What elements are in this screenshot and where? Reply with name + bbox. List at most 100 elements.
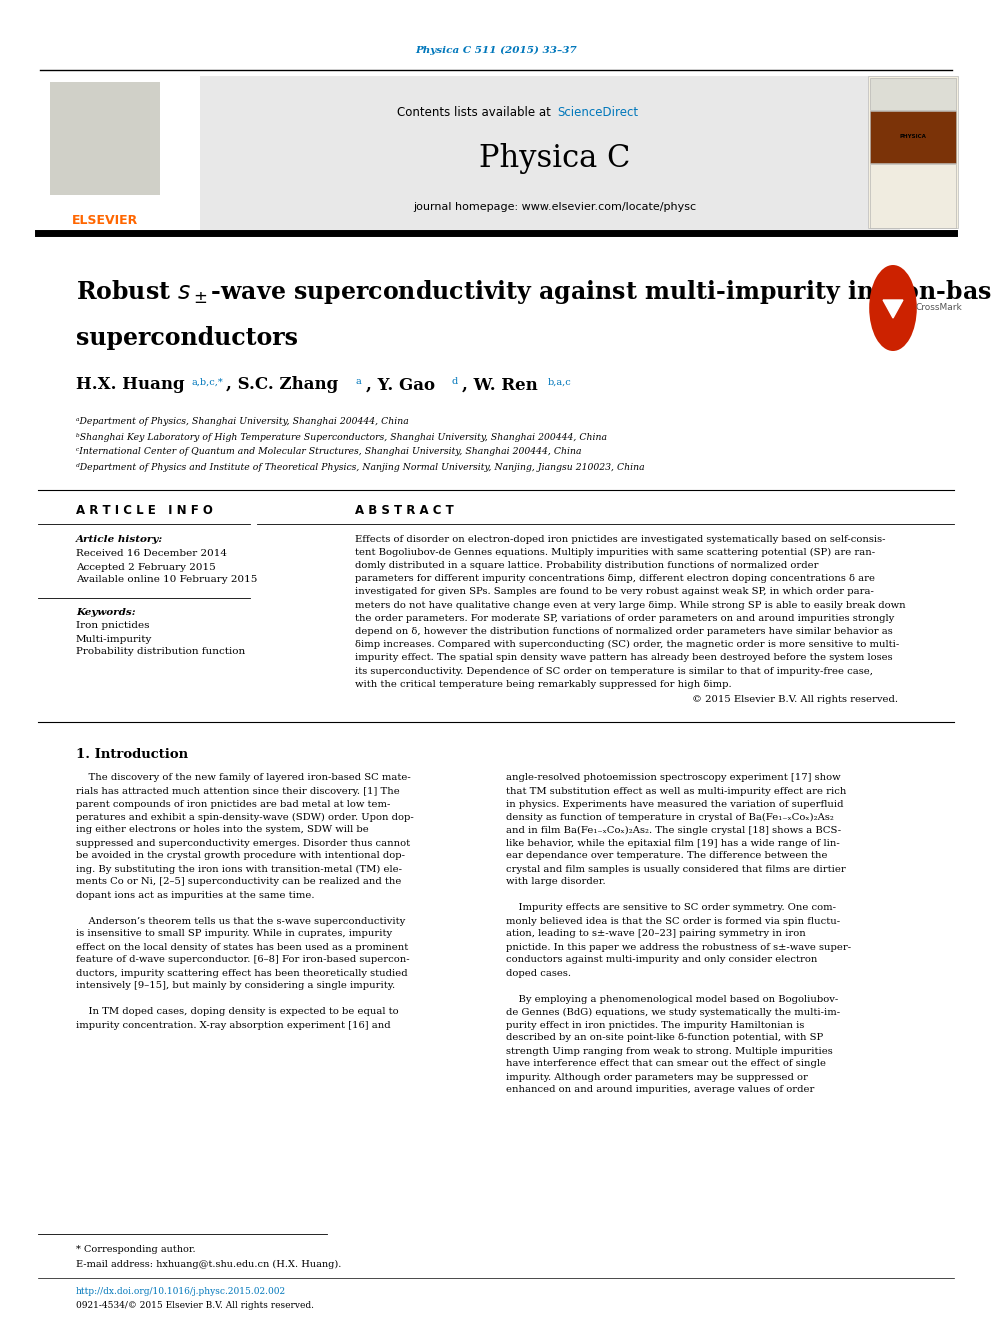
- Text: ments Co or Ni, [2–5] superconductivity can be realized and the: ments Co or Ni, [2–5] superconductivity …: [76, 877, 402, 886]
- Text: conductors against multi-impurity and only consider electron: conductors against multi-impurity and on…: [506, 955, 817, 964]
- Ellipse shape: [869, 265, 917, 351]
- Text: ELSEVIER: ELSEVIER: [71, 213, 138, 226]
- Text: H.X. Huang: H.X. Huang: [76, 377, 185, 393]
- Text: superconductors: superconductors: [76, 325, 298, 351]
- Text: Available online 10 February 2015: Available online 10 February 2015: [76, 576, 257, 585]
- Text: ᵈDepartment of Physics and Institute of Theoretical Physics, Nanjing Normal Univ: ᵈDepartment of Physics and Institute of …: [76, 463, 645, 471]
- Text: in physics. Experiments have measured the variation of superfluid: in physics. Experiments have measured th…: [506, 799, 843, 808]
- Text: ductors, impurity scattering effect has been theoretically studied: ductors, impurity scattering effect has …: [76, 968, 408, 978]
- Text: feature of d-wave superconductor. [6–8] For iron-based supercon-: feature of d-wave superconductor. [6–8] …: [76, 955, 410, 964]
- Text: like behavior, while the epitaxial film [19] has a wide range of lin-: like behavior, while the epitaxial film …: [506, 839, 840, 848]
- Text: Effects of disorder on electron-doped iron pnictides are investigated systematic: Effects of disorder on electron-doped ir…: [355, 534, 886, 544]
- Text: a: a: [356, 377, 362, 386]
- Text: intensively [9–15], but mainly by considering a single impurity.: intensively [9–15], but mainly by consid…: [76, 982, 395, 991]
- Text: ation, leading to s±-wave [20–23] pairing symmetry in iron: ation, leading to s±-wave [20–23] pairin…: [506, 930, 806, 938]
- Text: dopant ions act as impurities at the same time.: dopant ions act as impurities at the sam…: [76, 890, 314, 900]
- Text: tent Bogoliubov-de Gennes equations. Multiply impurities with same scattering po: tent Bogoliubov-de Gennes equations. Mul…: [355, 548, 875, 557]
- Text: Contents lists available at: Contents lists available at: [398, 106, 555, 119]
- Text: Physica C: Physica C: [479, 143, 631, 173]
- Text: that TM substitution effect as well as multi-impurity effect are rich: that TM substitution effect as well as m…: [506, 786, 846, 795]
- Bar: [38, 75, 900, 230]
- Text: http://dx.doi.org/10.1016/j.physc.2015.02.002: http://dx.doi.org/10.1016/j.physc.2015.0…: [76, 1287, 286, 1297]
- Text: Probability distribution function: Probability distribution function: [76, 647, 245, 656]
- Text: , W. Ren: , W. Ren: [462, 377, 538, 393]
- Text: , Y. Gao: , Y. Gao: [366, 377, 435, 393]
- Text: peratures and exhibit a spin-density-wave (SDW) order. Upon dop-: peratures and exhibit a spin-density-wav…: [76, 812, 414, 822]
- Text: the order parameters. For moderate SP, variations of order parameters on and aro: the order parameters. For moderate SP, v…: [355, 614, 894, 623]
- Text: depend on δ, however the distribution functions of normalized order parameters h: depend on δ, however the distribution fu…: [355, 627, 893, 636]
- Text: ᵃDepartment of Physics, Shanghai University, Shanghai 200444, China: ᵃDepartment of Physics, Shanghai Univers…: [76, 418, 409, 426]
- Text: investigated for given SPs. Samples are found to be very robust against weak SP,: investigated for given SPs. Samples are …: [355, 587, 874, 597]
- Text: , S.C. Zhang: , S.C. Zhang: [226, 377, 338, 393]
- Text: pnictide. In this paper we address the robustness of s±-wave super-: pnictide. In this paper we address the r…: [506, 942, 851, 951]
- Text: ing. By substituting the iron ions with transition-metal (TM) ele-: ing. By substituting the iron ions with …: [76, 864, 402, 873]
- Text: suppressed and superconductivity emerges. Disorder thus cannot: suppressed and superconductivity emerges…: [76, 839, 410, 848]
- Text: The discovery of the new family of layered iron-based SC mate-: The discovery of the new family of layer…: [76, 774, 411, 782]
- Text: domly distributed in a square lattice. Probability distribution functions of nor: domly distributed in a square lattice. P…: [355, 561, 818, 570]
- Bar: [868, 75, 958, 228]
- Text: ing either electrons or holes into the system, SDW will be: ing either electrons or holes into the s…: [76, 826, 369, 835]
- Text: 0921-4534/© 2015 Elsevier B.V. All rights reserved.: 0921-4534/© 2015 Elsevier B.V. All right…: [76, 1302, 314, 1311]
- Text: Anderson’s theorem tells us that the s-wave superconductivity: Anderson’s theorem tells us that the s-w…: [76, 917, 406, 926]
- Text: angle-resolved photoemission spectroscopy experiment [17] show: angle-resolved photoemission spectroscop…: [506, 774, 840, 782]
- Text: A B S T R A C T: A B S T R A C T: [355, 504, 453, 516]
- Text: effect on the local density of states has been used as a prominent: effect on the local density of states ha…: [76, 942, 409, 951]
- Text: By employing a phenomenological model based on Bogoliubov-: By employing a phenomenological model ba…: [506, 995, 838, 1004]
- Text: strength Uimp ranging from weak to strong. Multiple impurities: strength Uimp ranging from weak to stron…: [506, 1046, 832, 1056]
- Text: PHYSICA: PHYSICA: [900, 135, 927, 139]
- Polygon shape: [883, 300, 903, 318]
- Text: E-mail address: hxhuang@t.shu.edu.cn (H.X. Huang).: E-mail address: hxhuang@t.shu.edu.cn (H.…: [76, 1259, 341, 1269]
- Text: Multi-impurity: Multi-impurity: [76, 635, 153, 643]
- Text: its superconductivity. Dependence of SC order on temperature is similar to that : its superconductivity. Dependence of SC …: [355, 667, 873, 676]
- Text: de Gennes (BdG) equations, we study systematically the multi-im-: de Gennes (BdG) equations, we study syst…: [506, 1007, 840, 1016]
- Text: ᵇShanghai Key Laboratory of High Temperature Superconductors, Shanghai Universit: ᵇShanghai Key Laboratory of High Tempera…: [76, 433, 607, 442]
- Text: purity effect in iron pnictides. The impurity Hamiltonian is: purity effect in iron pnictides. The imp…: [506, 1020, 805, 1029]
- Text: 1. Introduction: 1. Introduction: [76, 747, 188, 761]
- Text: © 2015 Elsevier B.V. All rights reserved.: © 2015 Elsevier B.V. All rights reserved…: [692, 695, 898, 704]
- Text: with the critical temperature being remarkably suppressed for high δimp.: with the critical temperature being rema…: [355, 680, 732, 689]
- Bar: [870, 78, 956, 110]
- Text: A R T I C L E   I N F O: A R T I C L E I N F O: [76, 504, 213, 516]
- Text: ScienceDirect: ScienceDirect: [557, 106, 638, 119]
- Text: with large disorder.: with large disorder.: [506, 877, 606, 886]
- Text: parent compounds of iron pnictides are bad metal at low tem-: parent compounds of iron pnictides are b…: [76, 799, 391, 808]
- Text: Accepted 2 February 2015: Accepted 2 February 2015: [76, 562, 215, 572]
- Text: doped cases.: doped cases.: [506, 968, 571, 978]
- Text: rials has attracted much attention since their discovery. [1] The: rials has attracted much attention since…: [76, 786, 400, 795]
- Bar: [38, 75, 200, 230]
- Text: impurity effect. The spatial spin density wave pattern has already been destroye: impurity effect. The spatial spin densit…: [355, 654, 893, 663]
- Text: b,a,c: b,a,c: [548, 377, 571, 386]
- Bar: [870, 164, 956, 228]
- Text: crystal and film samples is usually considered that films are dirtier: crystal and film samples is usually cons…: [506, 864, 846, 873]
- Text: journal homepage: www.elsevier.com/locate/physc: journal homepage: www.elsevier.com/locat…: [414, 202, 696, 212]
- Text: meters do not have qualitative change even at very large δimp. While strong SP i: meters do not have qualitative change ev…: [355, 601, 906, 610]
- Text: monly believed idea is that the SC order is formed via spin fluctu-: monly believed idea is that the SC order…: [506, 917, 840, 926]
- Text: δimp increases. Compared with superconducting (SC) order, the magnetic order is : δimp increases. Compared with supercondu…: [355, 640, 900, 650]
- Text: enhanced on and around impurities, average values of order: enhanced on and around impurities, avera…: [506, 1085, 814, 1094]
- Text: d: d: [452, 377, 458, 386]
- Text: a,b,c,*: a,b,c,*: [192, 377, 224, 386]
- Text: impurity. Although order parameters may be suppressed or: impurity. Although order parameters may …: [506, 1073, 807, 1081]
- Text: and in film Ba(Fe₁₋ₓCoₓ)₂As₂. The single crystal [18] shows a BCS-: and in film Ba(Fe₁₋ₓCoₓ)₂As₂. The single…: [506, 826, 841, 835]
- Text: Robust $s_\pm$-wave superconductivity against multi-impurity in iron-based: Robust $s_\pm$-wave superconductivity ag…: [76, 278, 992, 306]
- Text: Article history:: Article history:: [76, 534, 164, 544]
- Text: Iron pnictides: Iron pnictides: [76, 622, 150, 631]
- Text: be avoided in the crystal growth procedure with intentional dop-: be avoided in the crystal growth procedu…: [76, 852, 405, 860]
- Text: ᶜInternational Center of Quantum and Molecular Structures, Shanghai University, : ᶜInternational Center of Quantum and Mol…: [76, 447, 581, 456]
- Text: have interference effect that can smear out the effect of single: have interference effect that can smear …: [506, 1060, 826, 1069]
- Text: ear dependance over temperature. The difference between the: ear dependance over temperature. The dif…: [506, 852, 827, 860]
- Bar: [870, 111, 956, 163]
- Text: Physica C 511 (2015) 33–37: Physica C 511 (2015) 33–37: [415, 45, 577, 54]
- Text: parameters for different impurity concentrations δimp, different electron doping: parameters for different impurity concen…: [355, 574, 875, 583]
- Text: CrossMark: CrossMark: [915, 303, 962, 312]
- Bar: [50, 82, 160, 194]
- Text: impurity concentration. X-ray absorption experiment [16] and: impurity concentration. X-ray absorption…: [76, 1020, 391, 1029]
- Text: In TM doped cases, doping density is expected to be equal to: In TM doped cases, doping density is exp…: [76, 1008, 399, 1016]
- Text: Impurity effects are sensitive to SC order symmetry. One com-: Impurity effects are sensitive to SC ord…: [506, 904, 836, 913]
- Text: is insensitive to small SP impurity. While in cuprates, impurity: is insensitive to small SP impurity. Whi…: [76, 930, 392, 938]
- Text: density as function of temperature in crystal of Ba(Fe₁₋ₓCoₓ)₂As₂: density as function of temperature in cr…: [506, 812, 834, 822]
- Text: Keywords:: Keywords:: [76, 607, 136, 617]
- Text: Received 16 December 2014: Received 16 December 2014: [76, 549, 227, 558]
- Text: described by an on-site point-like δ-function potential, with SP: described by an on-site point-like δ-fun…: [506, 1033, 823, 1043]
- Text: * Corresponding author.: * Corresponding author.: [76, 1245, 195, 1254]
